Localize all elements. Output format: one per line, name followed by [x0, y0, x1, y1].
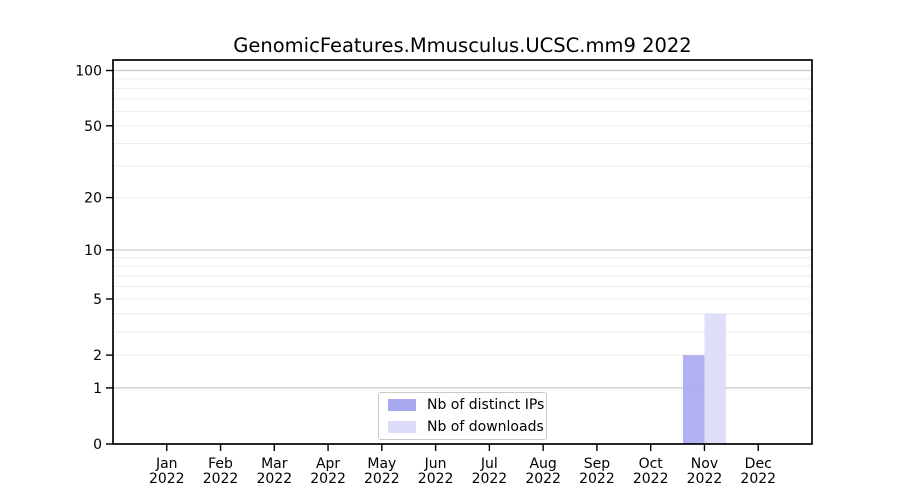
y-axis-tick-label: 0 [93, 437, 102, 453]
x-axis-tick-label-month: Apr [316, 456, 340, 472]
x-axis-tick-label-month: Dec [745, 456, 772, 472]
x-axis-tick-label-year: 2022 [579, 471, 615, 487]
x-axis-tick-label-year: 2022 [364, 471, 400, 487]
x-axis-tick-label-year: 2022 [472, 471, 508, 487]
y-axis-tick-label: 20 [84, 191, 102, 207]
x-axis-tick-label-month: Jan [155, 456, 178, 472]
bar-nov-nb-of-downloads [704, 313, 726, 444]
x-axis-tick-label-year: 2022 [740, 471, 776, 487]
x-axis-tick-label-year: 2022 [418, 471, 454, 487]
x-axis-tick-label-month: Oct [639, 456, 664, 472]
x-axis-tick-label-year: 2022 [687, 471, 723, 487]
legend-item-distinct-ips: Nb of distinct IPs [388, 398, 544, 412]
x-axis-tick-label-year: 2022 [203, 471, 239, 487]
x-axis-tick-label-month: Jun [424, 456, 447, 472]
y-axis-tick-label: 2 [93, 348, 102, 364]
y-axis-tick-label: 50 [84, 119, 102, 135]
x-axis-tick-label-year: 2022 [149, 471, 185, 487]
legend-label-distinct-ips: Nb of distinct IPs [427, 397, 545, 413]
chart-title: GenomicFeatures.Mmusculus.UCSC.mm9 2022 [233, 34, 692, 57]
x-axis-tick-label-month: Jul [480, 456, 498, 472]
legend-item-downloads: Nb of downloads [388, 420, 544, 434]
x-axis-tick-label-year: 2022 [310, 471, 346, 487]
chart-legend: Nb of distinct IPs Nb of downloads [378, 392, 547, 440]
x-axis-tick-label-month: May [367, 456, 396, 472]
legend-swatch-downloads [388, 421, 416, 433]
y-axis-tick-label: 1 [93, 381, 102, 397]
y-axis-tick-label: 100 [75, 64, 102, 80]
x-axis-tick-label-year: 2022 [633, 471, 669, 487]
x-axis-tick-label-month: Sep [584, 456, 611, 472]
x-axis-tick-label-month: Nov [691, 456, 718, 472]
y-axis-tick-label: 10 [84, 243, 102, 259]
bar-nov-nb-of-distinct-ips [682, 355, 705, 444]
y-axis-tick-label: 5 [93, 292, 102, 308]
legend-swatch-distinct-ips [388, 399, 416, 411]
x-axis-tick-label-month: Mar [261, 456, 288, 472]
x-axis-tick-label-month: Feb [208, 456, 233, 472]
x-axis-tick-label-year: 2022 [256, 471, 292, 487]
x-axis-tick-label-year: 2022 [525, 471, 561, 487]
x-axis-tick-label-month: Aug [529, 456, 556, 472]
legend-label-downloads: Nb of downloads [427, 419, 544, 435]
plot-border [112, 59, 813, 445]
